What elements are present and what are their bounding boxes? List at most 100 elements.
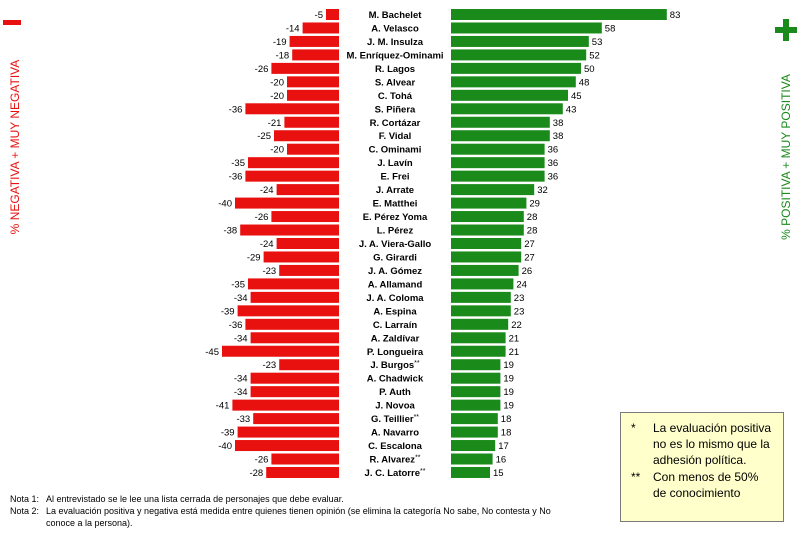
legend-star: ** xyxy=(631,470,641,484)
negative-value-label: -28 xyxy=(249,468,263,479)
positive-value-label: 19 xyxy=(503,387,514,398)
negative-bar xyxy=(235,197,339,209)
positive-bar xyxy=(451,9,667,20)
category-label: J. Lavín xyxy=(377,158,413,169)
category-label: C. Escalona xyxy=(368,441,423,452)
positive-bar xyxy=(451,49,587,61)
positive-value-label: 43 xyxy=(566,104,577,115)
negative-value-label: -33 xyxy=(236,414,250,425)
positive-bar xyxy=(451,76,576,88)
positive-bar xyxy=(451,89,568,101)
negative-bar xyxy=(279,264,339,276)
negative-bar xyxy=(274,130,339,142)
positive-value-label: 19 xyxy=(503,401,514,412)
positive-value-label: 52 xyxy=(589,50,600,61)
positive-bar xyxy=(451,35,589,47)
low-knowledge-mark: ** xyxy=(415,455,421,462)
negative-value-label: -29 xyxy=(247,252,261,263)
positive-bar xyxy=(451,345,506,357)
positive-value-label: 38 xyxy=(553,118,564,129)
negative-value-label: -26 xyxy=(255,64,269,75)
negative-value-label: -41 xyxy=(216,401,230,412)
note-key: Nota 2: xyxy=(10,506,40,516)
note-2: Nota 2: La evaluación positiva y negativ… xyxy=(10,505,570,529)
negative-value-label: -34 xyxy=(234,374,248,385)
positive-value-label: 29 xyxy=(529,199,540,210)
positive-value-label: 17 xyxy=(498,441,509,452)
positive-bar xyxy=(451,440,496,452)
negative-bar xyxy=(250,372,339,384)
positive-bar xyxy=(451,170,545,182)
negative-value-label: -5 xyxy=(315,10,323,21)
negative-value-label: -20 xyxy=(270,91,284,102)
positive-bar xyxy=(451,184,535,196)
positive-value-label: 16 xyxy=(496,455,507,466)
category-label: J. A. Viera-Gallo xyxy=(359,239,432,250)
negative-bar xyxy=(287,143,339,155)
positive-bar xyxy=(451,130,550,142)
negative-axis-label: % NEGATIVA + MUY NEGATIVA xyxy=(8,59,22,235)
category-label: J. Novoa xyxy=(375,401,415,412)
positive-value-label: 18 xyxy=(501,428,512,439)
category-label: M. Enríquez-Ominami xyxy=(346,50,443,61)
category-label: A. Chadwick xyxy=(367,374,424,385)
positive-value-label: 36 xyxy=(548,158,559,169)
category-label: G. Teillier** xyxy=(371,414,419,425)
positive-value-label: 18 xyxy=(501,414,512,425)
positive-bar xyxy=(451,426,498,438)
negative-value-label: -23 xyxy=(262,360,276,371)
negative-bar xyxy=(302,22,339,34)
negative-bar xyxy=(276,237,339,249)
negative-bar xyxy=(250,386,339,398)
negative-bar xyxy=(222,345,339,357)
negative-bar xyxy=(326,9,339,20)
category-label: A. Espina xyxy=(373,306,417,317)
category-label: A. Navarro xyxy=(371,428,419,439)
negative-value-label: -20 xyxy=(270,77,284,88)
negative-value-label: -45 xyxy=(205,347,219,358)
positive-value-label: 38 xyxy=(553,131,564,142)
positive-bar xyxy=(451,372,501,384)
positive-value-label: 21 xyxy=(509,333,520,344)
negative-value-label: -38 xyxy=(223,226,237,237)
category-label: M. Bachelet xyxy=(369,10,423,21)
negative-value-label: -26 xyxy=(255,212,269,223)
positive-value-label: 36 xyxy=(548,145,559,156)
negative-bar xyxy=(250,332,339,344)
legend-text: La evaluación positiva no es lo mismo qu… xyxy=(653,421,772,467)
category-label: J. Arrate xyxy=(376,185,414,196)
negative-value-label: -40 xyxy=(218,199,232,210)
category-label: C. Tohá xyxy=(378,91,413,102)
positive-bar xyxy=(451,237,522,249)
negative-value-label: -34 xyxy=(234,293,248,304)
category-label: A. Velasco xyxy=(371,23,419,34)
low-knowledge-mark: ** xyxy=(420,468,426,475)
category-label: C. Ominami xyxy=(369,145,422,156)
positive-value-label: 83 xyxy=(670,10,681,21)
negative-value-label: -34 xyxy=(234,387,248,398)
negative-value-label: -40 xyxy=(218,441,232,452)
category-label: E. Pérez Yoma xyxy=(363,212,428,223)
negative-value-label: -23 xyxy=(262,266,276,277)
positive-bar xyxy=(451,291,511,303)
negative-bar xyxy=(284,116,339,128)
positive-value-label: 21 xyxy=(509,347,520,358)
positive-bar xyxy=(451,318,509,330)
positive-value-label: 27 xyxy=(524,239,535,250)
positive-value-label: 19 xyxy=(503,360,514,371)
positive-bar xyxy=(451,157,545,169)
note-1: Nota 1: Al entrevistado se le lee una li… xyxy=(10,493,570,505)
note-text: Al entrevistado se le lee una lista cerr… xyxy=(46,494,344,504)
category-label: S. Piñera xyxy=(375,104,416,115)
positive-bar xyxy=(451,143,545,155)
legend-star: * xyxy=(631,421,636,435)
negative-bar xyxy=(245,103,339,115)
positive-value-label: 45 xyxy=(571,91,582,102)
category-label: J. A. Coloma xyxy=(366,293,424,304)
positive-bar xyxy=(451,224,524,236)
negative-bar xyxy=(248,278,339,290)
negative-bar xyxy=(245,170,339,182)
positive-value-label: 23 xyxy=(514,306,525,317)
negative-bar xyxy=(271,62,339,74)
